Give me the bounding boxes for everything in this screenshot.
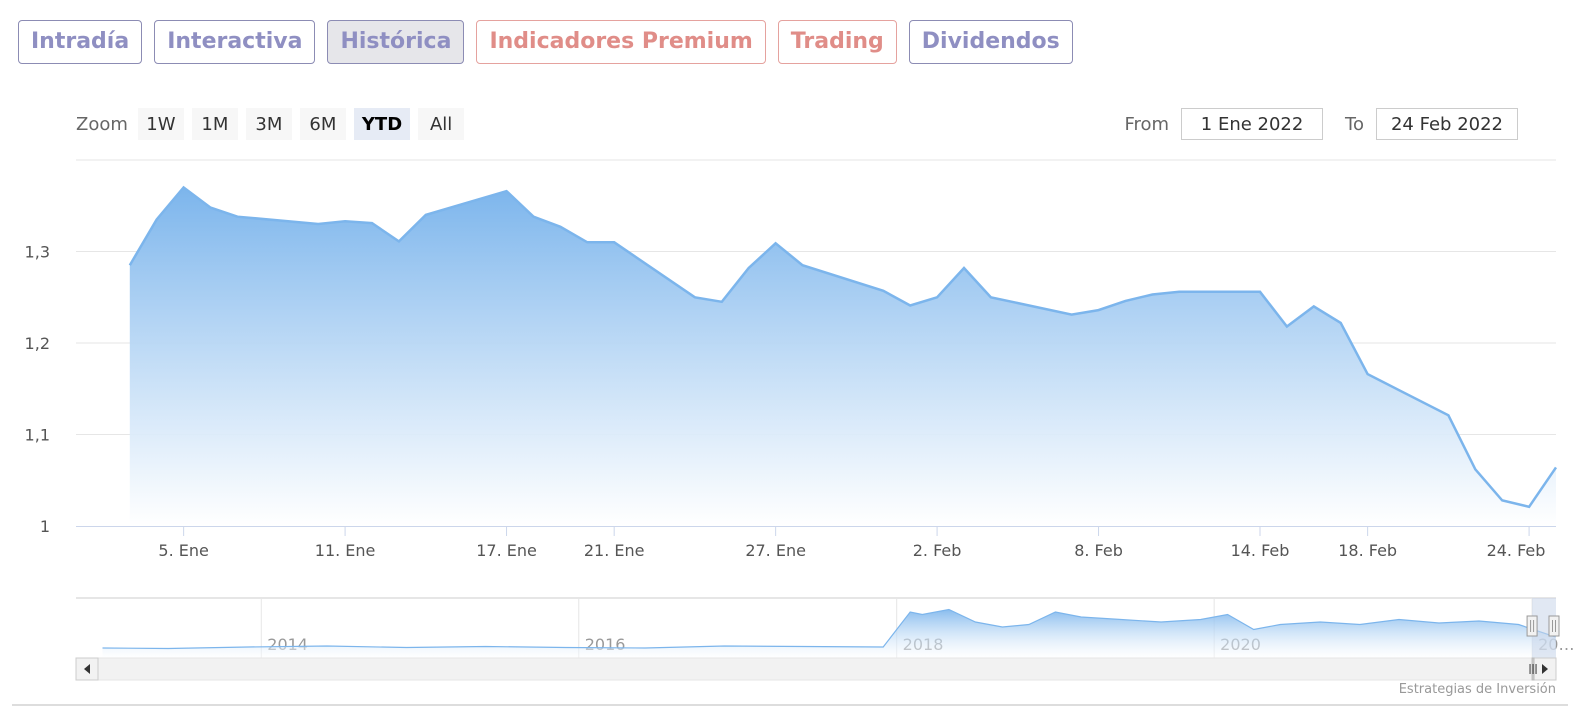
y-tick-label: 1,2 [25, 334, 50, 353]
zoom-ytd-button[interactable]: YTD [353, 108, 411, 140]
x-tick-label: 24. Feb [1487, 541, 1546, 560]
series-line [128, 185, 1558, 509]
x-tick-label: 2. Feb [913, 541, 962, 560]
scrollbar[interactable] [75, 657, 1557, 681]
zoom-label: Zoom [76, 113, 128, 135]
x-tick-label: 8. Feb [1074, 541, 1123, 560]
chart-tabs: Intradía Interactiva Histórica Indicador… [18, 20, 1073, 66]
zoom-selector: Zoom 1W 1M 3M 6M YTD All [76, 108, 465, 140]
area-fill [129, 187, 1556, 526]
to-label: To [1345, 113, 1364, 135]
tab-historica[interactable]: Histórica [327, 20, 465, 64]
navigator-handle[interactable] [1526, 615, 1538, 637]
zoom-6m-button[interactable]: 6M [299, 108, 346, 140]
navigator-selected-mask[interactable] [1532, 598, 1556, 658]
x-tick-label: 14. Feb [1231, 541, 1290, 560]
navigator-handle[interactable] [1548, 615, 1560, 637]
navigator[interactable]: 201420162018202020… [76, 597, 1574, 658]
x-tick-label: 5. Ene [158, 541, 208, 560]
date-range: From To [1102, 108, 1518, 140]
credits-text: Estrategias de Inversión [1399, 682, 1556, 697]
zoom-all-button[interactable]: All [418, 108, 465, 140]
to-date-input[interactable] [1376, 108, 1518, 140]
zoom-1w-button[interactable]: 1W [137, 108, 184, 140]
scroll-right-button[interactable] [1533, 657, 1557, 681]
y-tick-label: 1 [40, 517, 50, 536]
x-tick-label: 21. Ene [584, 541, 645, 560]
zoom-3m-button[interactable]: 3M [245, 108, 292, 140]
tab-interactiva[interactable]: Interactiva [154, 20, 316, 64]
x-tick-label: 11. Ene [315, 541, 376, 560]
navigator-area [102, 609, 1556, 658]
from-date-input[interactable] [1181, 108, 1324, 140]
from-label: From [1124, 113, 1170, 135]
x-tick-label: 27. Ene [745, 541, 806, 560]
price-area-series [128, 185, 1558, 526]
tab-indicadores-premium[interactable]: Indicadores Premium [476, 20, 766, 64]
navigator-line [102, 608, 1556, 650]
tab-trading[interactable]: Trading [777, 20, 897, 64]
x-tick-label: 18. Feb [1338, 541, 1397, 560]
tab-intradia[interactable]: Intradía [18, 20, 143, 64]
scrollbar-track[interactable] [75, 657, 1557, 681]
arrow-left-icon [84, 664, 90, 674]
x-axis: 5. Ene 11. Ene 17. Ene 21. Ene 27. Ene 2. Feb… [76, 526, 1556, 560]
y-axis-labels: 1 1,1 1,2 1,3 [25, 243, 50, 537]
y-tick-label: 1,1 [25, 426, 50, 445]
scrollbar-thumb[interactable] [1529, 657, 1537, 681]
arrow-right-icon [1542, 664, 1548, 674]
footer-divider [12, 704, 1568, 706]
x-tick-label: 17. Ene [476, 541, 537, 560]
scroll-left-button[interactable] [75, 657, 99, 681]
zoom-1m-button[interactable]: 1M [191, 108, 238, 140]
y-tick-label: 1,3 [25, 243, 50, 262]
tab-dividendos[interactable]: Dividendos [908, 20, 1073, 64]
